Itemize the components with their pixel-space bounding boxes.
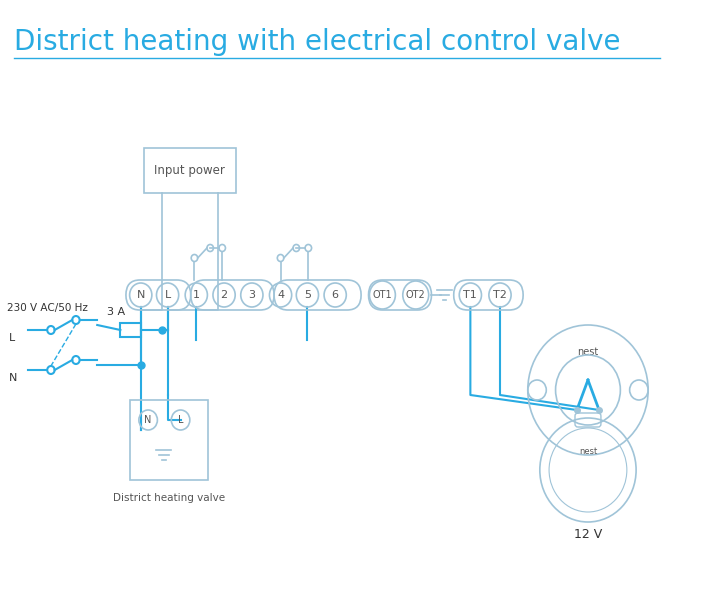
Text: 1: 1 — [193, 290, 199, 300]
Text: nest: nest — [579, 447, 597, 457]
Text: N: N — [9, 373, 17, 383]
Text: L: L — [178, 415, 183, 425]
Text: 12 V: 12 V — [574, 529, 602, 542]
Text: OT1: OT1 — [373, 290, 392, 300]
Text: Input power: Input power — [154, 164, 225, 177]
Text: 3: 3 — [248, 290, 256, 300]
Text: L: L — [9, 333, 15, 343]
Text: T1: T1 — [464, 290, 478, 300]
Text: T2: T2 — [493, 290, 507, 300]
Text: nest: nest — [577, 347, 598, 357]
Text: N: N — [137, 290, 145, 300]
Text: 230 V AC/50 Hz: 230 V AC/50 Hz — [7, 303, 88, 313]
Text: L: L — [165, 290, 171, 300]
Text: OT2: OT2 — [406, 290, 426, 300]
Text: District heating with electrical control valve: District heating with electrical control… — [14, 28, 620, 56]
Text: District heating valve: District heating valve — [113, 493, 225, 503]
Text: 6: 6 — [332, 290, 339, 300]
Text: N: N — [144, 415, 152, 425]
Text: 2: 2 — [221, 290, 228, 300]
Text: 5: 5 — [304, 290, 311, 300]
Text: 3 A: 3 A — [107, 307, 124, 317]
Text: 4: 4 — [277, 290, 284, 300]
